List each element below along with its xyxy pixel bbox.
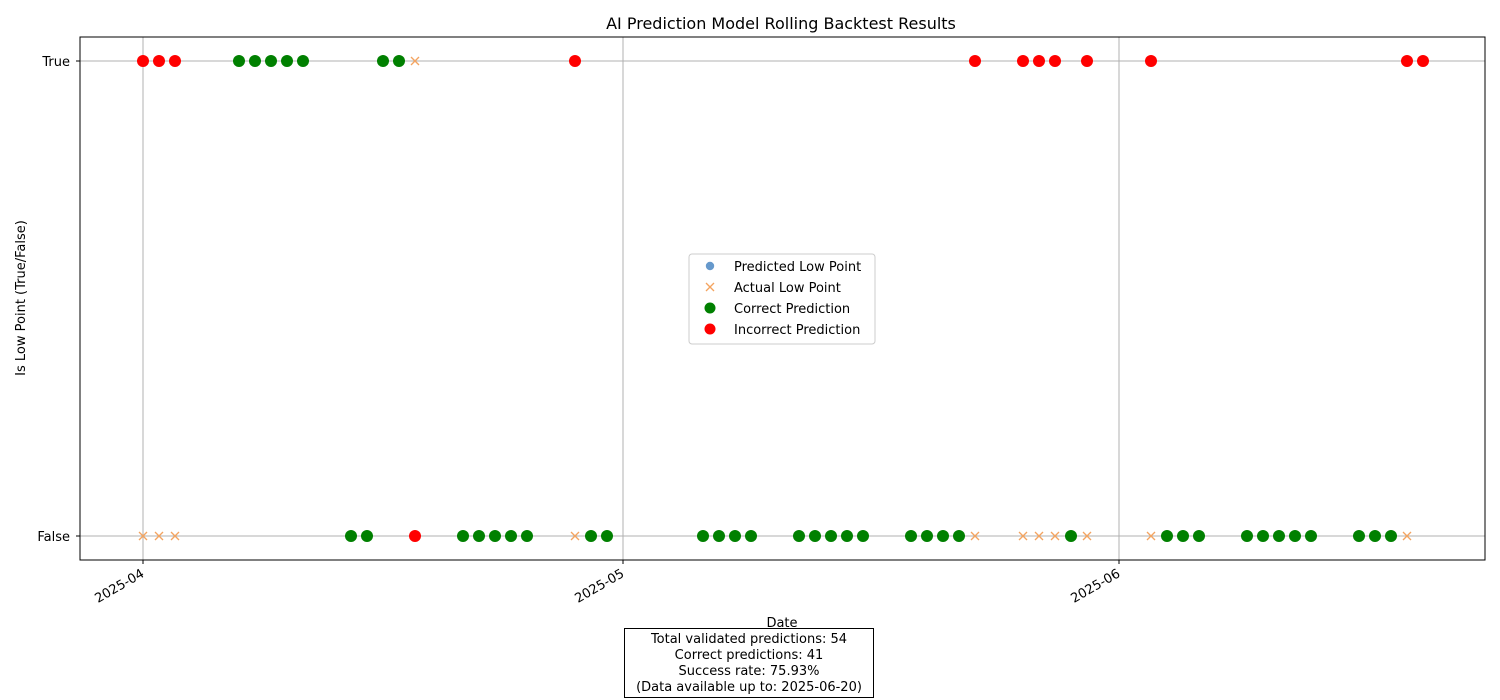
actual-low-point-marker <box>970 531 980 541</box>
legend-label: Predicted Low Point <box>734 260 861 275</box>
correct-prediction-point <box>265 55 277 67</box>
correct-prediction-point <box>457 530 469 542</box>
correct-prediction-point <box>937 530 949 542</box>
correct-prediction-point <box>841 530 853 542</box>
stats-available: (Data available up to: 2025-06-20) <box>636 680 862 695</box>
legend: Predicted Low Point Actual Low Point Corre… <box>688 253 876 345</box>
actual-low-point-marker <box>570 531 580 541</box>
incorrect-prediction-point <box>1017 55 1029 67</box>
x-tick-label: 2025-06 <box>1068 566 1123 606</box>
actual-low-point-marker <box>1050 531 1060 541</box>
correct-prediction-point <box>809 530 821 542</box>
incorrect-prediction-point <box>1417 55 1429 67</box>
correct-prediction-point <box>921 530 933 542</box>
correct-prediction-point <box>249 55 261 67</box>
actual-low-point-marker <box>154 531 164 541</box>
legend-label: Correct Prediction <box>734 302 850 317</box>
correct-prediction-point <box>601 530 613 542</box>
stats-correct: Correct predictions: 41 <box>674 648 824 663</box>
correct-prediction-point <box>377 55 389 67</box>
incorrect-prediction-point <box>409 530 421 542</box>
actual-low-point-marker <box>1018 531 1028 541</box>
actual-low-point-marker <box>1146 531 1156 541</box>
actual-low-point-marker <box>1402 531 1412 541</box>
incorrect-prediction-point <box>569 55 581 67</box>
correct-prediction-point <box>1353 530 1365 542</box>
legend-label: Actual Low Point <box>734 281 841 296</box>
incorrect-prediction-point <box>969 55 981 67</box>
y-axis-ticks: False True <box>37 55 80 545</box>
stats-box: Total validated predictions: 54 Correct … <box>624 628 874 698</box>
legend-label: Incorrect Prediction <box>734 323 860 338</box>
correct-prediction-point <box>393 55 405 67</box>
incorrect-prediction-point <box>1081 55 1093 67</box>
correct-prediction-point <box>1289 530 1301 542</box>
x-axis-label: Date <box>766 616 797 631</box>
x-tick-label: 2025-05 <box>572 566 627 606</box>
correct-prediction-point <box>345 530 357 542</box>
correct-prediction-point <box>905 530 917 542</box>
correct-prediction-point <box>233 55 245 67</box>
correct-prediction-point <box>1305 530 1317 542</box>
correct-prediction-point <box>1385 530 1397 542</box>
actual-low-point-marker <box>138 531 148 541</box>
x-tick-label: 2025-04 <box>92 566 147 606</box>
correct-prediction-point <box>1273 530 1285 542</box>
incorrect-prediction-point <box>1401 55 1413 67</box>
stats-total: Total validated predictions: 54 <box>650 632 848 647</box>
actual-low-point-marker <box>1034 531 1044 541</box>
incorrect-prediction-point <box>1033 55 1045 67</box>
correct-prediction-point <box>697 530 709 542</box>
correct-prediction-point <box>473 530 485 542</box>
incorrect-prediction-point <box>137 55 149 67</box>
correct-prediction-point <box>1193 530 1205 542</box>
correct-prediction-point <box>1241 530 1253 542</box>
legend-x-icon <box>705 282 715 292</box>
correct-prediction-point <box>1065 530 1077 542</box>
correct-prediction-point <box>793 530 805 542</box>
correct-prediction-point <box>361 530 373 542</box>
legend-frame <box>688 253 876 345</box>
correct-prediction-point <box>1161 530 1173 542</box>
correct-prediction-point <box>745 530 757 542</box>
correct-prediction-point <box>729 530 741 542</box>
correct-prediction-point <box>489 530 501 542</box>
incorrect-prediction-point <box>169 55 181 67</box>
incorrect-prediction-point <box>1049 55 1061 67</box>
y-tick-label: True <box>41 55 70 70</box>
correct-prediction-point <box>281 55 293 67</box>
legend-circle-icon <box>705 261 715 271</box>
correct-prediction-point <box>297 55 309 67</box>
correct-prediction-point <box>505 530 517 542</box>
chart-title: AI Prediction Model Rolling Backtest Res… <box>606 14 956 33</box>
correct-prediction-point <box>1177 530 1189 542</box>
correct-prediction-point <box>825 530 837 542</box>
actual-low-point-marker <box>170 531 180 541</box>
data-marks <box>137 55 1429 542</box>
incorrect-prediction-point <box>1145 55 1157 67</box>
stats-rate: Success rate: 75.93% <box>678 664 820 679</box>
y-tick-label: False <box>37 530 70 545</box>
correct-prediction-point <box>521 530 533 542</box>
incorrect-prediction-point <box>153 55 165 67</box>
actual-low-point-marker <box>410 56 420 66</box>
actual-low-point-marker <box>1082 531 1092 541</box>
correct-prediction-point <box>1369 530 1381 542</box>
x-axis-ticks: 2025-04 2025-05 2025-06 <box>92 560 1123 607</box>
legend-circle-icon <box>704 302 716 314</box>
correct-prediction-point <box>1257 530 1269 542</box>
correct-prediction-point <box>713 530 725 542</box>
legend-circle-icon <box>704 323 716 335</box>
correct-prediction-point <box>953 530 965 542</box>
plot-frame <box>79 36 1486 561</box>
correct-prediction-point <box>857 530 869 542</box>
correct-prediction-point <box>585 530 597 542</box>
y-axis-label: Is Low Point (True/False) <box>14 220 29 376</box>
